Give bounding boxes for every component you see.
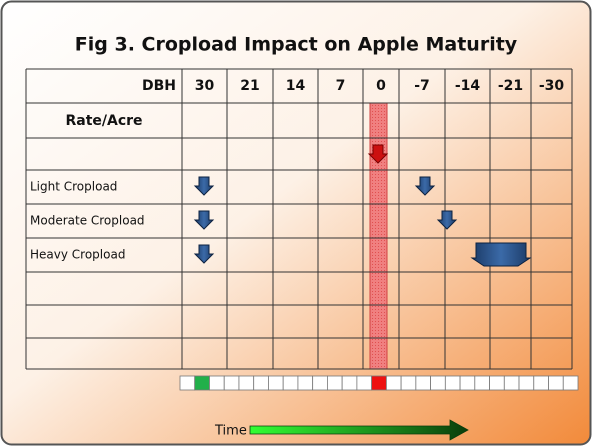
time-cell [400,375,417,391]
time-cell [430,375,446,391]
time-cell [533,375,549,391]
time-cell [385,375,402,391]
table-grid [25,68,573,370]
column-header: 0 [376,78,386,94]
red-arrow [367,144,389,164]
column-header: -30 [539,78,565,94]
time-cell [312,375,328,391]
time-cell [503,375,520,391]
header-label: DBH [142,78,176,94]
time-cell [548,375,564,391]
time-cell [253,375,269,391]
column-header: 14 [286,78,306,94]
column-header: 30 [195,78,215,94]
time-arrow [249,419,469,441]
time-cell [223,375,240,391]
column-header: 7 [336,78,346,94]
time-cell [327,375,343,391]
column-header: 21 [240,78,259,94]
time-cell [562,375,579,391]
blue-arrow [193,244,215,264]
time-cell [194,375,210,391]
zero-band [369,102,388,370]
time-cell [356,375,373,391]
time-label: Time [214,424,247,439]
row-label: Light Cropload [30,180,117,194]
time-cell [268,375,284,391]
time-cell [444,375,461,391]
time-cell [489,375,505,391]
column-header: -21 [498,78,523,94]
blue-arrow [436,210,458,230]
blue-arrow [414,176,436,196]
blue-arrow [193,176,215,196]
rate-label: Rate/Acre [65,113,142,129]
time-cell [415,375,431,391]
time-strip [179,375,579,391]
time-cell [209,375,225,391]
time-cell [297,375,314,391]
row-label: Heavy Cropload [30,248,125,262]
title: Fig 3. Cropload Impact on Apple Maturity [75,34,518,56]
time-cell [371,375,387,391]
time-cell [518,375,535,391]
wide-blue-arrow [470,242,532,267]
time-cell [341,375,358,391]
time-cell [179,375,196,391]
row-label: Moderate Cropload [30,214,145,228]
column-header: -7 [414,78,430,94]
column-header: -14 [455,78,481,94]
time-cell [238,375,255,391]
time-cell [282,375,299,391]
time-cell [459,375,476,391]
blue-arrow [193,210,215,230]
time-cell [474,375,490,391]
